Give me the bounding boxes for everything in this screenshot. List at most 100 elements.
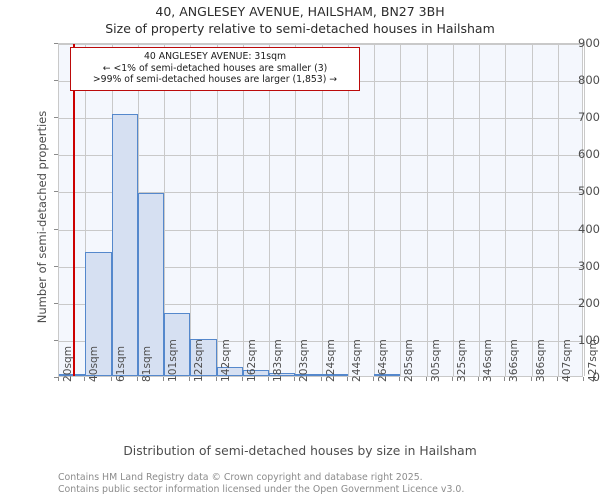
chart-title: 40, ANGLESEY AVENUE, HAILSHAM, BN27 3BH	[155, 4, 445, 19]
x-tickmark	[399, 377, 401, 381]
x-tickmark	[84, 377, 86, 381]
x-tickmark	[451, 377, 453, 381]
y-tickmark	[54, 302, 58, 304]
histogram-bar	[111, 113, 138, 376]
gridline-vertical	[452, 44, 454, 376]
histogram-bar	[295, 374, 322, 376]
x-tick-label: 40sqm	[88, 345, 101, 382]
x-tickmark	[346, 377, 348, 381]
x-tickmark	[58, 377, 59, 381]
histogram-bar	[374, 374, 401, 376]
y-tickmark	[54, 339, 58, 341]
gridline-horizontal	[59, 192, 582, 194]
gridline-horizontal	[59, 118, 582, 120]
gridline-vertical	[321, 44, 323, 376]
y-tickmark	[54, 377, 58, 378]
x-tick-label: 285sqm	[403, 339, 416, 382]
footer-line-2: Contains public sector information licen…	[58, 483, 465, 495]
bars-layer	[59, 44, 582, 376]
histogram-bar	[164, 312, 191, 376]
x-tick-label: 203sqm	[298, 339, 311, 382]
annotation-box: 40 ANGLESEY AVENUE: 31sqm ← <1% of semi-…	[70, 47, 360, 91]
gridline-horizontal	[59, 340, 582, 342]
gridline-horizontal	[59, 155, 582, 157]
x-tickmark	[163, 377, 164, 381]
x-tick-label: 142sqm	[219, 339, 232, 382]
y-tickmark	[54, 154, 58, 156]
x-tickmark	[294, 377, 296, 381]
gridline-vertical	[400, 44, 402, 376]
histogram-bar	[216, 366, 243, 376]
x-tickmark	[504, 377, 506, 381]
footer-line-1: Contains HM Land Registry data © Crown c…	[58, 472, 423, 483]
x-tickmark	[215, 377, 217, 381]
histogram-bar	[269, 373, 296, 376]
gridline-vertical	[531, 44, 533, 376]
gridline-vertical	[164, 44, 165, 376]
gridline-vertical	[479, 44, 480, 376]
x-tick-label: 61sqm	[114, 345, 127, 382]
x-axis-title: Distribution of semi-detached houses by …	[123, 444, 477, 458]
gridline-horizontal	[59, 44, 582, 45]
histogram-bar	[242, 370, 269, 376]
x-tick-label: 366sqm	[508, 339, 521, 382]
gridline-horizontal	[59, 266, 582, 268]
property-marker-line	[73, 44, 76, 376]
plot-area	[58, 43, 585, 377]
gridline-vertical	[584, 44, 585, 376]
x-tickmark	[189, 377, 191, 381]
histogram-bar	[137, 193, 164, 376]
gridline-vertical	[85, 44, 87, 376]
y-tick-label: 400	[578, 221, 600, 236]
x-tickmark	[320, 377, 322, 381]
x-tick-label: 386sqm	[534, 339, 547, 382]
gridline-horizontal	[59, 303, 582, 305]
x-tickmark	[268, 377, 269, 381]
y-tick-label: 500	[578, 184, 600, 199]
histogram-bar	[59, 374, 86, 376]
x-tick-label: 264sqm	[377, 339, 389, 382]
y-tickmark	[54, 228, 58, 230]
y-tick-label: 100	[578, 332, 600, 347]
x-tickmark	[425, 377, 427, 381]
x-tick-label: 427sqm	[587, 339, 599, 382]
x-tick-label: 162sqm	[245, 339, 258, 382]
chart-subtitle: Size of property relative to semi-detach…	[105, 21, 495, 36]
x-tick-label: 183sqm	[272, 339, 284, 382]
gridline-horizontal	[59, 229, 582, 231]
histogram-bar	[85, 252, 112, 376]
x-tickmark	[556, 377, 558, 381]
y-tick-label: 900	[578, 36, 600, 50]
x-tickmark	[110, 377, 112, 381]
footer-attribution: Contains HM Land Registry data © Crown c…	[58, 472, 464, 495]
gridline-vertical	[374, 44, 375, 376]
x-tick-label: 224sqm	[324, 339, 337, 382]
x-tick-label: 101sqm	[167, 339, 179, 382]
y-tickmark	[54, 265, 58, 267]
x-tick-label: 122sqm	[193, 339, 206, 382]
x-tick-label: 407sqm	[560, 339, 573, 382]
y-tick-label: 700	[578, 110, 600, 125]
gridline-vertical	[190, 44, 192, 376]
x-tick-label: 325sqm	[455, 339, 468, 382]
y-tick-label: 800	[578, 73, 600, 88]
y-tickmark	[54, 43, 58, 44]
y-tickmark	[54, 191, 58, 193]
x-tick-label: 81sqm	[140, 345, 153, 382]
y-tickmark	[54, 80, 58, 82]
x-tickmark	[136, 377, 138, 381]
x-tick-label: 305sqm	[429, 339, 442, 382]
gridline-vertical	[216, 44, 218, 376]
x-tick-label: 244sqm	[350, 339, 363, 382]
gridline-vertical	[295, 44, 297, 376]
y-tick-label: 200	[578, 295, 600, 310]
y-axis-title: Number of semi-detached properties	[35, 110, 49, 324]
gridline-vertical	[347, 44, 349, 376]
gridline-vertical	[557, 44, 559, 376]
histogram-bar	[321, 374, 348, 376]
gridline-vertical	[426, 44, 428, 376]
y-tick-label: 0	[592, 370, 600, 384]
x-tickmark	[241, 377, 243, 381]
annotation-line-1: 40 ANGLESEY AVENUE: 31sqm	[143, 51, 287, 62]
